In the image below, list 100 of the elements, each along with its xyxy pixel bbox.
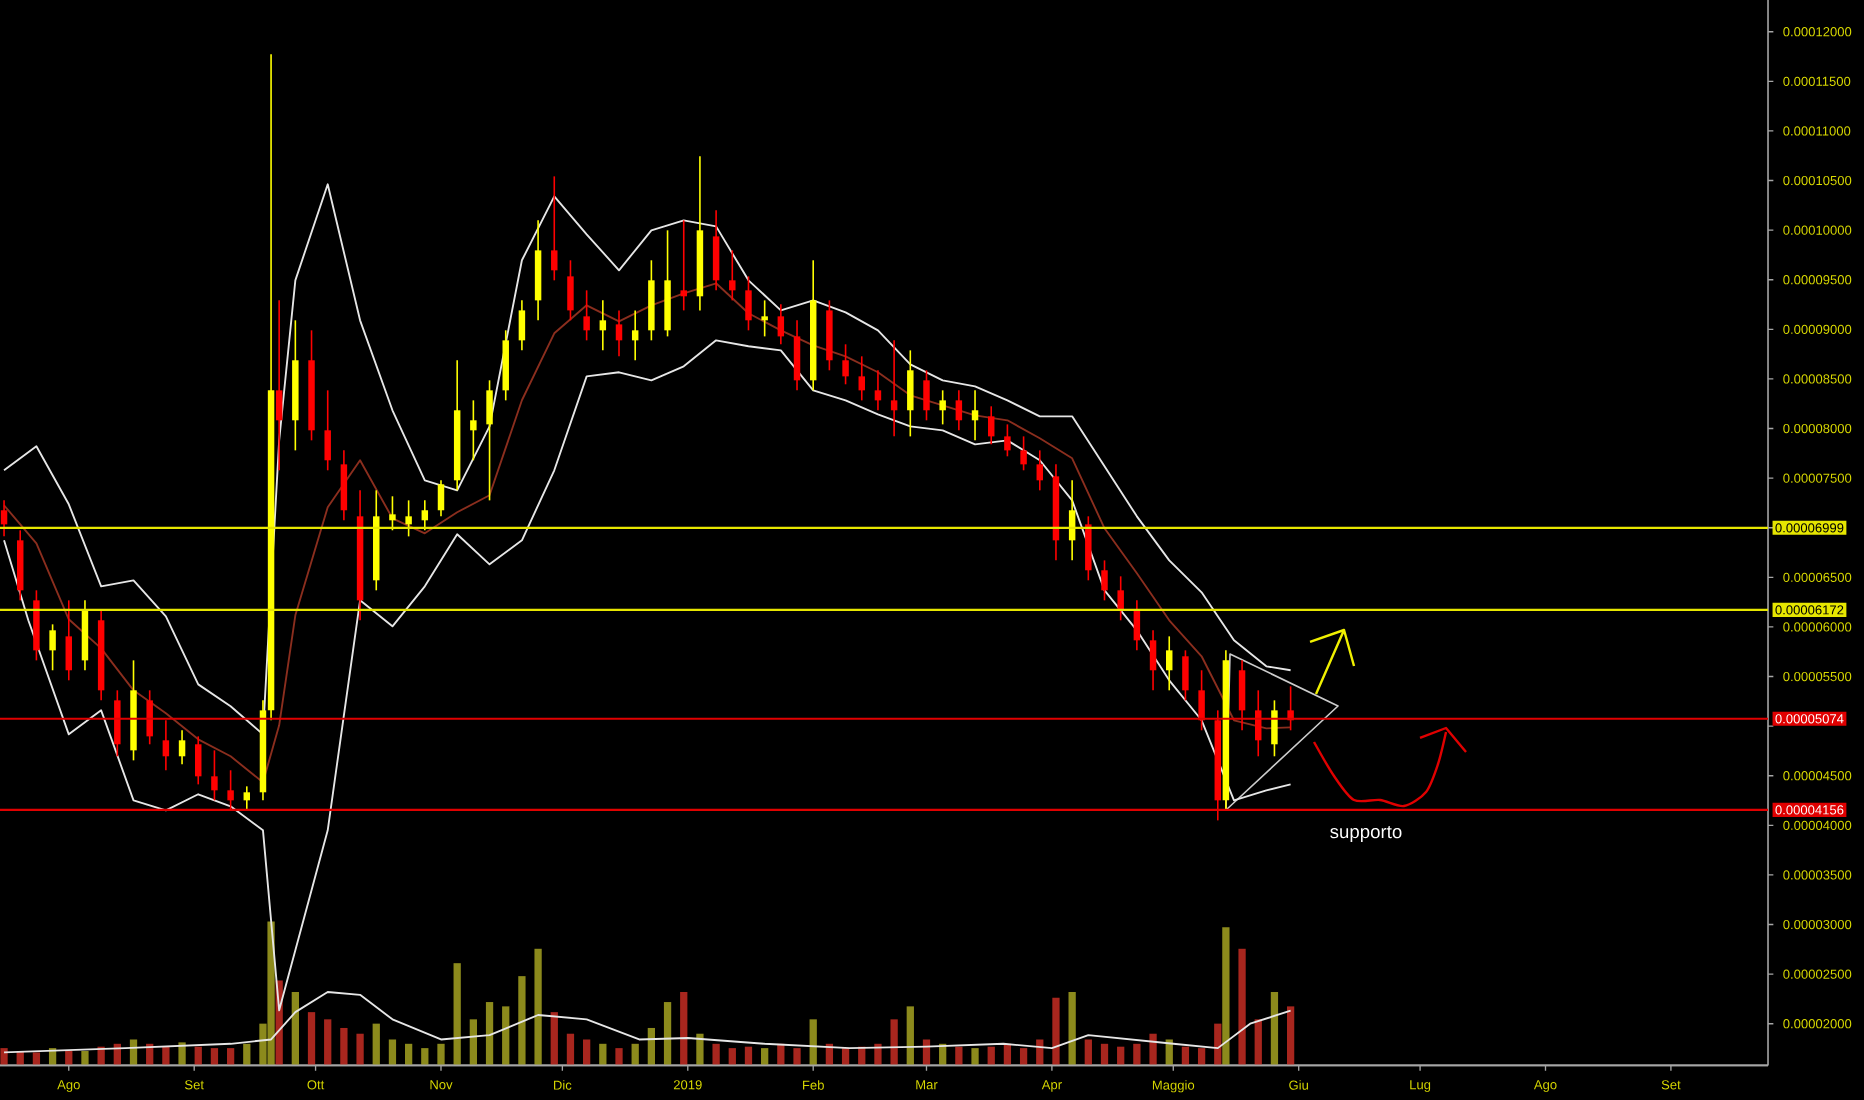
candlestick [1238, 659, 1246, 732]
bar [437, 1043, 445, 1066]
candlestick [874, 369, 882, 412]
candlestick [243, 785, 251, 812]
candlestick [49, 623, 56, 672]
bar [744, 1046, 753, 1066]
candlestick [146, 689, 153, 746]
candlestick [680, 219, 687, 312]
bar [421, 1048, 429, 1066]
candlestick [195, 735, 202, 786]
bar [162, 1046, 170, 1066]
bar [518, 976, 526, 1066]
candlestick [729, 249, 736, 302]
bar [1084, 1039, 1092, 1066]
candlestick [1198, 669, 1205, 732]
candlestick [1085, 515, 1092, 582]
bar [178, 1042, 186, 1066]
line-series [3, 282, 1292, 784]
candlestick [1182, 649, 1189, 702]
candlestick [518, 299, 526, 352]
bar [599, 1043, 607, 1066]
bar [1222, 927, 1230, 1066]
candlestick [162, 719, 170, 772]
candlestick [114, 689, 121, 758]
bar [226, 1048, 235, 1066]
candlestick [777, 303, 785, 346]
candlestick [1271, 699, 1278, 758]
line-series [3, 183, 1292, 736]
candlestick [275, 299, 283, 472]
candlestick [211, 749, 218, 802]
candlestick [583, 289, 590, 342]
candlestick [599, 299, 607, 352]
bar [485, 1002, 494, 1066]
bar [291, 991, 299, 1066]
bar [534, 948, 542, 1066]
bar [1149, 1033, 1157, 1066]
bar [502, 1006, 510, 1066]
candlestick [1036, 449, 1044, 492]
bar [987, 1046, 995, 1066]
bar [340, 1027, 348, 1066]
candlestick [551, 175, 558, 282]
candlestick [631, 309, 639, 362]
bar [1270, 991, 1279, 1066]
bar [1238, 948, 1246, 1066]
bar [906, 1006, 914, 1066]
bar [1197, 1048, 1206, 1066]
bar [356, 1033, 364, 1066]
candlestick [470, 399, 477, 462]
candlestick [340, 449, 348, 522]
bar [1133, 1043, 1141, 1066]
candlestick [1149, 629, 1157, 692]
candlestick [1166, 635, 1173, 692]
bar [307, 1012, 316, 1066]
bar [890, 1019, 898, 1066]
candlestick [437, 479, 445, 518]
candlestick [421, 499, 429, 532]
candlestick [939, 389, 946, 426]
bar [81, 1051, 89, 1066]
candlestick [955, 389, 963, 432]
candlestick [65, 599, 73, 682]
bar [1117, 1046, 1125, 1066]
annotation: supporto [1330, 826, 1402, 842]
bar [1254, 1019, 1262, 1066]
candlestick [405, 499, 412, 538]
bar [267, 921, 275, 1066]
bar [615, 1048, 623, 1066]
candlestick [907, 349, 914, 438]
bar [971, 1048, 979, 1066]
bar [404, 1043, 413, 1066]
candlestick [389, 495, 396, 532]
bar [324, 1019, 332, 1066]
bar [194, 1046, 202, 1066]
bar [453, 963, 461, 1066]
bar [566, 1033, 575, 1066]
bar [663, 1002, 672, 1066]
bar [469, 1019, 477, 1066]
candlestick [890, 339, 898, 438]
candlestick [1020, 435, 1027, 472]
bar [550, 1012, 558, 1066]
bar [631, 1043, 639, 1066]
candlestick [1101, 559, 1108, 602]
candlestick [1133, 599, 1141, 652]
bar [793, 1048, 801, 1066]
bar [243, 1043, 251, 1066]
bar [647, 1027, 656, 1066]
candlestick [923, 369, 930, 422]
candlestick [1117, 575, 1124, 622]
candlestick [324, 389, 331, 472]
bar [761, 1048, 769, 1066]
bar [1181, 1046, 1190, 1066]
candlestick [971, 389, 979, 442]
candlestick [858, 355, 865, 402]
bar [65, 1051, 73, 1066]
candlestick [1004, 423, 1011, 458]
candlestick [761, 299, 768, 338]
bar [728, 1048, 736, 1066]
candlestick [842, 343, 849, 386]
bar [1019, 1048, 1028, 1066]
bar [372, 1023, 380, 1066]
candlestick [745, 275, 752, 332]
